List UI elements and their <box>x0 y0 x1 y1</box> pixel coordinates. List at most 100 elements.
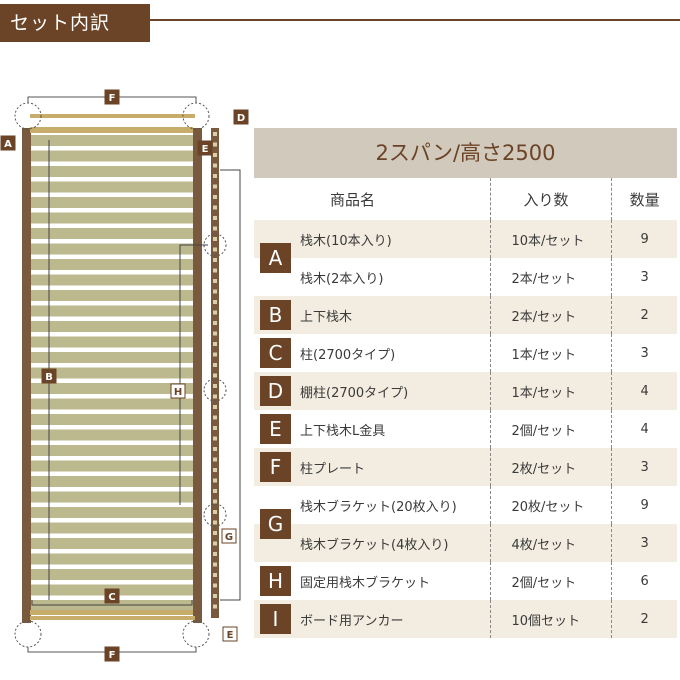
slat <box>31 290 193 301</box>
diagram-label: D <box>237 113 245 124</box>
quantity: 4 <box>611 410 677 448</box>
per-set: 2個/セット <box>490 562 611 600</box>
part-badge: C <box>260 338 291 368</box>
post-marks <box>213 132 217 609</box>
slat <box>31 569 193 580</box>
slat <box>31 476 193 487</box>
left-post <box>22 128 31 623</box>
diagram-label: B <box>45 372 53 383</box>
part-badge: A <box>260 243 291 273</box>
quantity: 3 <box>611 334 677 372</box>
slat <box>31 522 193 534</box>
slat <box>31 135 193 146</box>
shelf-post <box>211 128 219 618</box>
per-set: 4枚/セット <box>490 524 611 562</box>
part-name: 上下栈木L金具 <box>300 423 386 439</box>
part-badge: B <box>260 300 291 330</box>
diagram-label: F <box>109 650 116 661</box>
table-header: 商品名 入り数 数量 <box>254 178 677 220</box>
part-name: 固定用栈木ブラケット <box>300 575 431 591</box>
slat <box>31 336 193 348</box>
diagram-label: E <box>202 144 209 155</box>
slat <box>31 228 193 239</box>
part-name: ボード用アンカー <box>300 613 404 629</box>
section-title: セット内訳 <box>0 4 150 42</box>
quantity: 6 <box>611 562 677 600</box>
part-badge: H <box>260 566 291 596</box>
quantity: 9 <box>611 220 677 258</box>
slat <box>31 197 193 208</box>
per-set: 2本/セット <box>490 296 611 334</box>
per-set: 10本/セット <box>490 220 611 258</box>
top-plate <box>30 114 195 118</box>
diagram-label: F <box>109 93 116 104</box>
part-badge: D <box>260 376 291 406</box>
per-set: 1本/セット <box>490 334 611 372</box>
slat <box>31 383 193 394</box>
table-row: 栈木ブラケット(4枚入り) 4枚/セット 3 <box>254 524 677 562</box>
table-row: 栈木ブラケット(20枚入り) 20枚/セット 9 <box>254 486 677 524</box>
table-row: 上下栈木 2本/セット 2 <box>254 296 677 334</box>
part-badge: I <box>260 604 291 634</box>
table-row: 柱プレート 2枚/セット 3 <box>254 448 677 486</box>
slat <box>31 491 193 503</box>
part-name: 栈木(2本入り) <box>300 271 384 287</box>
quantity: 9 <box>611 486 677 524</box>
quantity: 3 <box>611 524 677 562</box>
col-per-set: 入り数 <box>490 178 611 220</box>
slat <box>31 181 193 193</box>
parts-table: 2スパン/高さ2500 商品名 入り数 数量 栈木(10本入り) 10本/セット 9… <box>254 128 677 638</box>
top-rail <box>30 127 193 133</box>
slat <box>31 305 193 317</box>
part-name: 棚柱(2700タイプ) <box>300 385 409 401</box>
table-row: ボード用アンカー 10個セット 2 <box>254 600 677 638</box>
col-name: 商品名 <box>330 190 376 209</box>
slat <box>31 321 193 332</box>
table-row: 栈木(2本入り) 2本/セット 3 <box>254 258 677 296</box>
slat <box>31 150 193 162</box>
slat <box>31 367 193 379</box>
right-post <box>193 128 202 623</box>
part-name: 栈木ブラケット(4枚入り) <box>300 537 449 553</box>
quantity: 2 <box>611 296 677 334</box>
table-row: 柱(2700タイプ) 1本/セット 3 <box>254 334 677 372</box>
per-set: 2個/セット <box>490 410 611 448</box>
slat <box>31 212 193 224</box>
diagram-label: E <box>227 630 234 641</box>
diagram-label: G <box>225 532 233 543</box>
slat <box>31 507 193 518</box>
part-name: 栈木ブラケット(20枚入り) <box>300 499 457 515</box>
part-badge: F <box>260 452 291 482</box>
slat <box>31 398 193 410</box>
table-row: 上下栈木L金具 2個/セット 4 <box>254 410 677 448</box>
per-set: 1本/セット <box>490 372 611 410</box>
bottom-rail <box>30 610 193 615</box>
part-name: 上下栈木 <box>300 309 353 325</box>
slat <box>31 460 193 472</box>
part-badge: E <box>260 414 291 444</box>
part-name: 柱プレート <box>300 461 366 477</box>
per-set: 2本/セット <box>490 258 611 296</box>
table-row: 固定用栈木ブラケット 2個/セット 6 <box>254 562 677 600</box>
slat <box>31 352 193 363</box>
per-set: 2枚/セット <box>490 448 611 486</box>
slat <box>31 445 193 456</box>
slat <box>31 414 193 425</box>
diagram-label: A <box>4 139 12 150</box>
slat <box>31 274 193 286</box>
slat <box>31 259 193 270</box>
per-set: 10個セット <box>490 600 611 638</box>
header-divider <box>150 19 680 21</box>
part-name: 栈木(10本入り) <box>300 233 392 249</box>
quantity: 3 <box>611 448 677 486</box>
slat <box>31 429 193 441</box>
fence-diagram: A B C D E F G H E F <box>0 89 249 662</box>
slat <box>31 166 193 177</box>
slat <box>31 553 193 565</box>
slat <box>31 243 193 255</box>
part-name: 柱(2700タイプ) <box>300 347 396 363</box>
part-badge: G <box>260 509 291 539</box>
diagram-label: H <box>174 387 182 398</box>
bottom-plate <box>30 616 195 620</box>
table-row: 栈木(10本入り) 10本/セット 9 <box>254 220 677 258</box>
